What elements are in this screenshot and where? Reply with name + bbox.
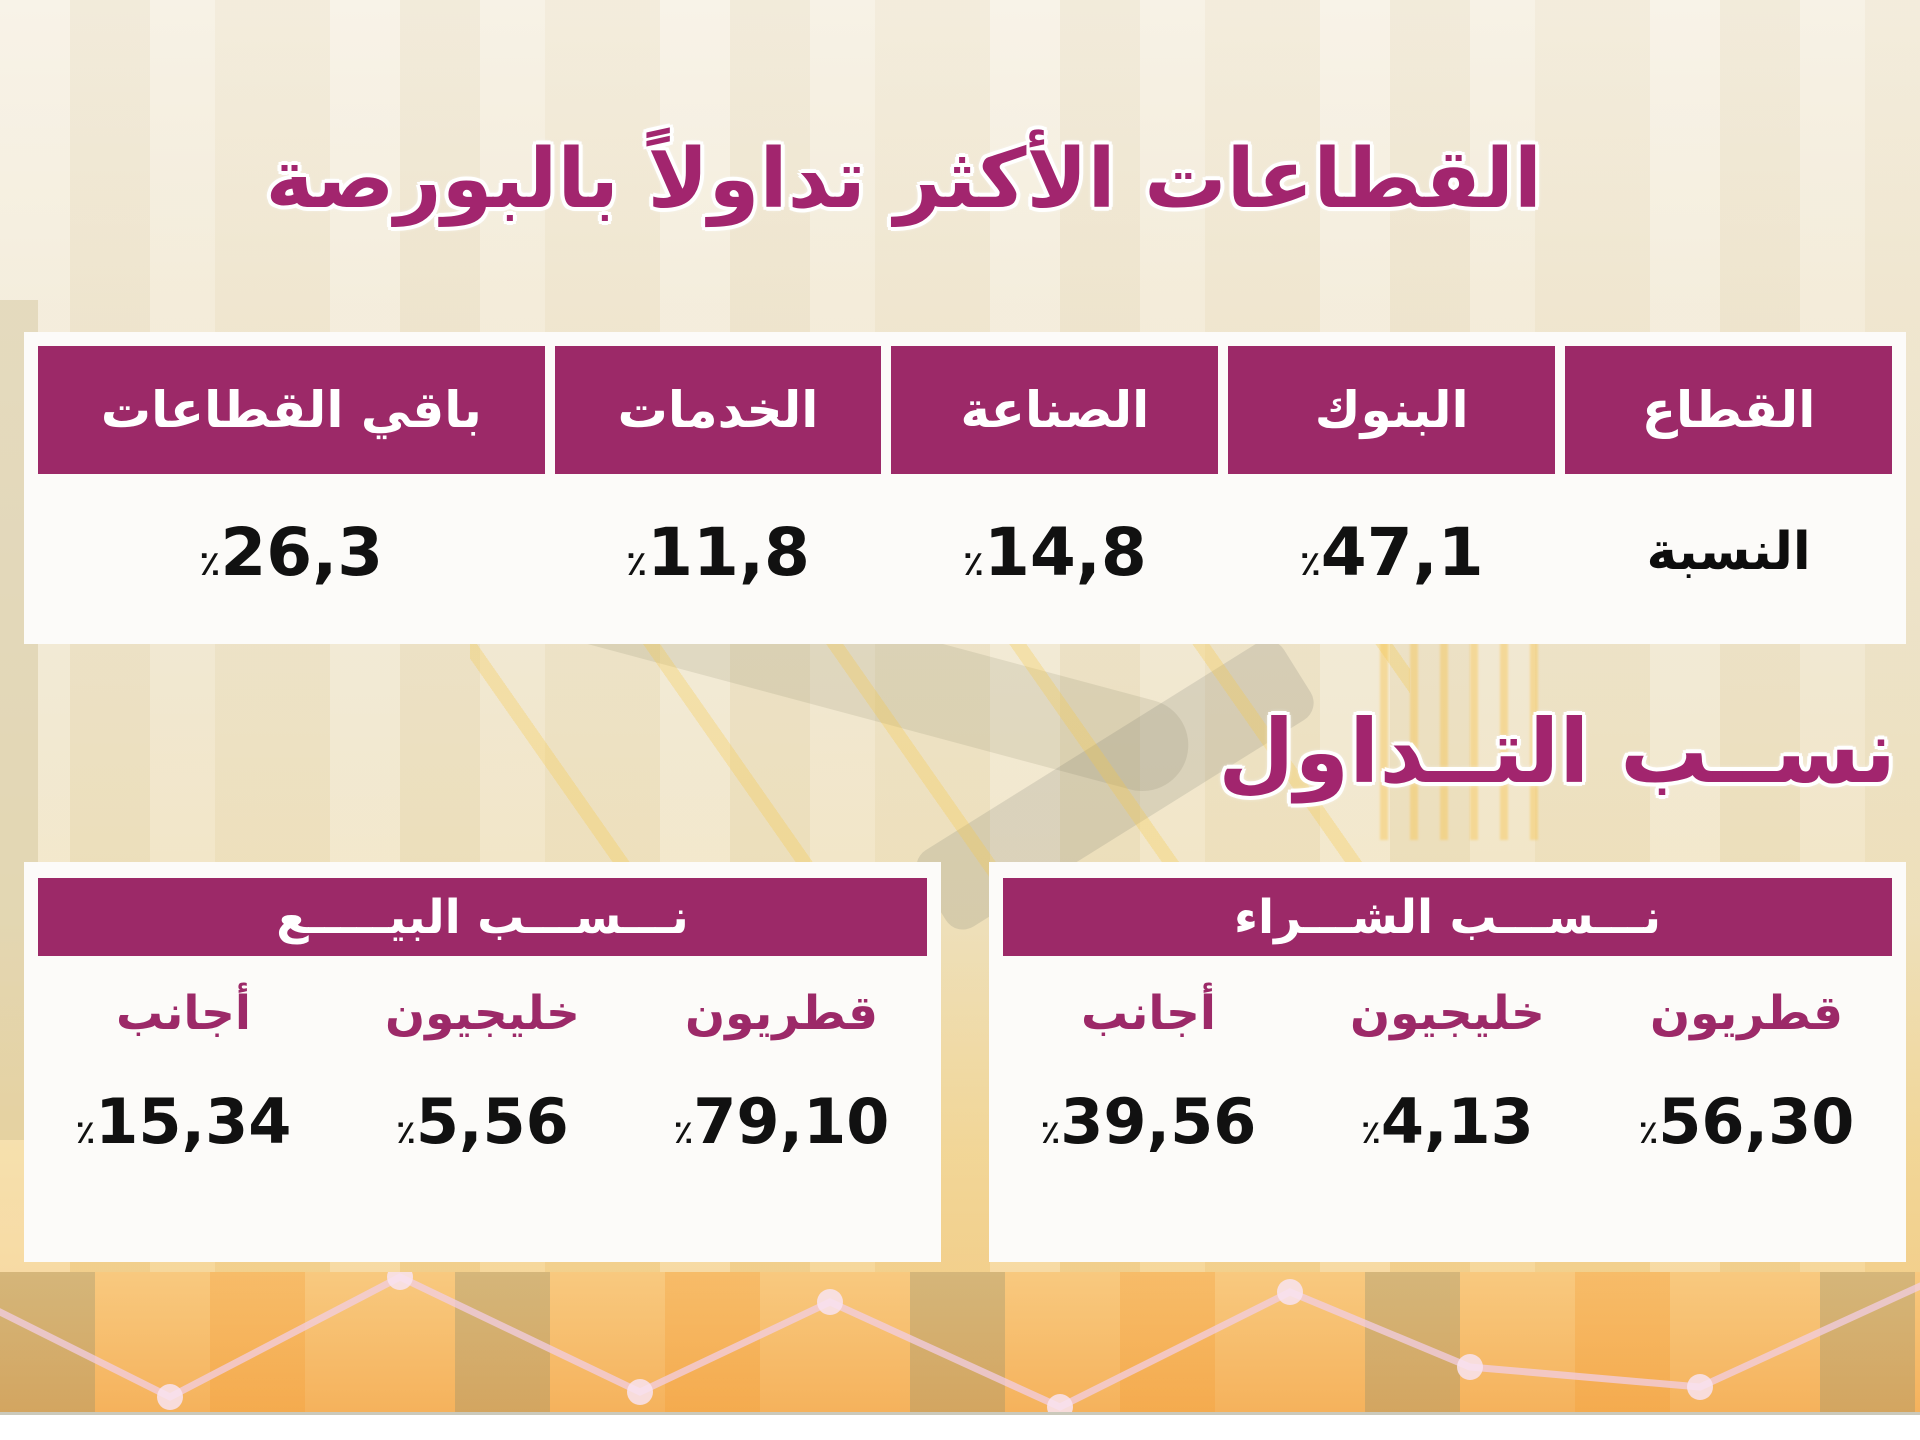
percent-sign: ٪ [673,1113,694,1151]
network-line-graphic [0,1272,1920,1412]
percent-sign: ٪ [1299,543,1321,584]
percent-sign: ٪ [1638,1113,1659,1151]
main-title: القطاعات الأكثر تداولاً بالبورصة [265,132,1543,227]
percent-sign: ٪ [199,543,221,584]
sector-value-industry: ٪14,8 [962,513,1147,591]
buy-value-qataris: ٪56,30 [1638,1085,1855,1158]
sell-panel: نـــســـب البيـــــع قطريون خليجيون أجان… [24,862,941,1262]
trading-panels: نـــســـب الشـــراء قطريون خليجيون أجانب… [24,862,1906,1262]
sell-panel-header: نـــســـب البيـــــع [38,878,927,956]
sell-values-row: ٪79,10 ٪5,56 ٪15,34 [34,1085,931,1158]
sell-value-foreigners: ٪15,34 [75,1085,292,1158]
percent-sign: ٪ [1040,1113,1061,1151]
sell-labels-row: قطريون خليجيون أجانب [34,986,931,1041]
percent-sign: ٪ [75,1113,96,1151]
trading-title: نســب التــداول [1218,700,1896,803]
sector-value-services: ٪11,8 [626,513,810,591]
sell-label-foreigners: أجانب [115,986,252,1041]
background-bottom-strip [0,1412,1920,1440]
sector-header-sector: القطاع [1565,346,1892,474]
sectors-panel: القطاع البنوك الصناعة الخدمات باقي القطا… [24,332,1906,644]
sectors-header-row: القطاع البنوك الصناعة الخدمات باقي القطا… [38,346,1892,474]
sectors-values-row: النسبة ٪47,1 ٪14,8 ٪11,8 ٪26,3 [38,474,1892,630]
background-bottom-band [0,1272,1920,1412]
percent-sign: ٪ [396,1113,416,1151]
buy-label-qataris: قطريون [1649,986,1844,1041]
sell-value-gulf: ٪5,56 [396,1085,569,1158]
buy-values-row: ٪56,30 ٪4,13 ٪39,56 [999,1085,1896,1158]
buy-label-gulf: خليجيون [1350,986,1545,1041]
sector-value-banks: ٪47,1 [1299,513,1484,591]
sector-header-industry: الصناعة [891,346,1219,474]
buy-panel: نـــســـب الشـــراء قطريون خليجيون أجانب… [989,862,1906,1262]
sector-header-other: باقي القطاعات [38,346,545,474]
percent-sign: ٪ [1361,1113,1381,1151]
sector-value-other: ٪26,3 [199,513,384,591]
sell-value-qataris: ٪79,10 [673,1085,890,1158]
sectors-row-label: النسبة [1646,522,1811,582]
sell-label-qataris: قطريون [684,986,879,1041]
sector-header-services: الخدمات [554,346,882,474]
buy-label-foreigners: أجانب [1080,986,1217,1041]
sector-header-banks: البنوك [1228,346,1556,474]
buy-value-foreigners: ٪39,56 [1040,1085,1257,1158]
buy-labels-row: قطريون خليجيون أجانب [999,986,1896,1041]
percent-sign: ٪ [962,543,984,584]
buy-value-gulf: ٪4,13 [1361,1085,1534,1158]
sell-label-gulf: خليجيون [385,986,580,1041]
buy-panel-header: نـــســـب الشـــراء [1003,878,1892,956]
percent-sign: ٪ [626,543,648,584]
